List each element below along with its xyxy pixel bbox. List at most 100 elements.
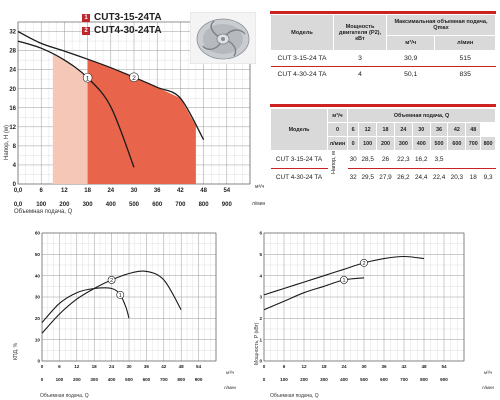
t2-cell-value: 32 [347, 168, 359, 186]
efficiency-chart-curves: 12 [41, 270, 182, 334]
legend: 1 CUT3-15-24TA 2 CUT4-30-24TA [82, 12, 162, 36]
x-tick-label: 12 [301, 364, 307, 369]
t1-cell-lmin: 835 [434, 66, 496, 82]
t2-m3-0: 0 [327, 122, 348, 137]
x2-tick-label: 100 [280, 377, 288, 382]
impeller-image [190, 12, 256, 64]
y-tick-label: 1 [259, 337, 262, 342]
x2-tick-label: 300 [320, 377, 328, 382]
y-tick-label: 4 [13, 163, 17, 169]
x2-tick-label: 200 [59, 202, 70, 208]
t2-cell-value: 26,2 [394, 168, 413, 186]
t2-lmin-0: 0 [346, 136, 360, 151]
curve-marker-1 [82, 72, 93, 83]
pow-x-unit: м³/ч [484, 370, 493, 375]
t2-cell-model: CUT 4-30-24 TA [270, 168, 328, 186]
curve-label-2: 2 [110, 278, 113, 284]
t2-cell-value: 18 [465, 168, 481, 186]
t2-cell-value [480, 150, 496, 169]
head-chart-tick-labels: 0,0 6 12 18 24 30 36 42 48 540,0 100 200 300 400 500 60… [9, 30, 232, 208]
x-tick-label: 48 [200, 188, 207, 194]
t2-cell-value [447, 150, 466, 169]
y-tick-label: 28 [9, 49, 16, 55]
t2-lmin-4: 400 [411, 136, 431, 151]
efficiency-chart: 12 0 6 12 18 24 30 36 42 48 540 100 200 300 400 500 600… [13, 231, 236, 399]
x-tick-label: 24 [341, 364, 347, 369]
t2-cell-value: 20,3 [447, 168, 466, 186]
eff-x-unit: м³/ч [226, 370, 235, 375]
head-y-axis-label: Напор, H (м) [4, 125, 10, 160]
t2-cell-model: CUT 3-15-24 TA [270, 150, 328, 169]
curve-label-2: 2 [132, 75, 136, 82]
t1-header-model: Модель [270, 14, 334, 51]
x-tick-label: 18 [84, 188, 91, 194]
t2-header-model: Модель [270, 108, 328, 151]
curve-1 [17, 40, 135, 168]
y-tick-label: 6 [259, 231, 262, 236]
y-tick-label: 0 [37, 359, 40, 364]
curve-marker-1 [340, 276, 348, 284]
y-tick-label: 0 [13, 182, 17, 188]
t1-cell-m3: 30,9 [386, 50, 435, 67]
x-tick-label: 42 [161, 364, 167, 369]
x2-tick-label: 0 [263, 377, 266, 382]
y-tick-label: 5 [259, 252, 262, 257]
power-chart-curves: 12 [263, 255, 425, 311]
t2-m3-1: 6 [346, 122, 360, 137]
power-chart-tick-labels: 0 6 12 18 24 30 36 42 48 540 100 200 300 400 500 600 700… [259, 231, 448, 382]
x-tick-label: 48 [421, 364, 427, 369]
x2-tick-label: 500 [129, 202, 140, 208]
x2-tick-label: 800 [199, 202, 210, 208]
curve-marker-2 [107, 276, 116, 284]
efficiency-chart-tick-labels: 0 6 12 18 24 30 36 42 48 540 100 200 300 400 500 600 700… [35, 231, 203, 382]
plot-frame [41, 232, 217, 362]
x-tick-label: 54 [223, 188, 230, 194]
curve-1 [263, 277, 365, 311]
x2-tick-label: 700 [160, 377, 168, 382]
t2-header-flow: Объемная подача, Q [347, 108, 496, 123]
legend-marker-1: 1 [82, 13, 90, 22]
x-tick-label: 42 [177, 188, 184, 194]
t1-cell-power: 4 [333, 66, 387, 82]
x-tick-label: 36 [154, 188, 161, 194]
x-tick-label: 18 [321, 364, 327, 369]
t2-cell-value: 3,5 [430, 150, 448, 169]
y-tick-label: 4 [259, 273, 262, 278]
x-tick-label: 54 [441, 364, 447, 369]
x-tick-label: 30 [126, 364, 132, 369]
t2-lmin-1: 100 [358, 136, 378, 151]
x2-tick-label: 700 [175, 202, 186, 208]
x2-tick-label: 600 [380, 377, 388, 382]
t2-lmin-8: 800 [480, 136, 496, 151]
x-tick-label: 30 [131, 188, 138, 194]
table1: Модель Мощность двигателя (P2), кВт Макс… [270, 14, 496, 82]
legend-item-2: 2 CUT4-30-24TA [82, 25, 162, 36]
t2-head-label: Напор, м [327, 150, 348, 186]
y-tick-label: 12 [9, 125, 16, 131]
y-tick-label: 40 [35, 273, 41, 278]
t1-header-m3: м³/ч [385, 35, 436, 51]
t2-cell-value: 22,4 [430, 168, 448, 186]
power-chart: 12 0 6 12 18 24 30 36 42 48 540 100 200 300 400 500 600… [254, 231, 494, 399]
t1-cell-model: CUT 3-15-24 TA [270, 50, 334, 67]
y-tick-label: 2 [259, 316, 262, 321]
table-row: CUT 4-30-24 TA 4 50,1 835 [270, 66, 496, 82]
x2-tick-label: 300 [83, 202, 94, 208]
x2-tick-label: 200 [73, 377, 81, 382]
x2-tick-label: 300 [90, 377, 98, 382]
x-tick-label: 12 [61, 188, 68, 194]
y-tick-label: 16 [9, 106, 16, 112]
t2-lmin-3: 300 [393, 136, 413, 151]
t2-m3-3: 18 [376, 122, 395, 137]
x2-tick-label: 500 [125, 377, 133, 382]
x2-tick-label: 0,0 [14, 202, 23, 208]
t2-lmin-5: 500 [429, 136, 449, 151]
x2-tick-label: 600 [152, 202, 163, 208]
x2-tick-label: 200 [300, 377, 308, 382]
x2-tick-label: 400 [108, 377, 116, 382]
t1-cell-m3: 50,1 [386, 66, 435, 82]
x-tick-label: 24 [107, 188, 114, 194]
t2-header-lmin: л/мин [327, 136, 348, 151]
curve-label-1: 1 [86, 75, 90, 82]
